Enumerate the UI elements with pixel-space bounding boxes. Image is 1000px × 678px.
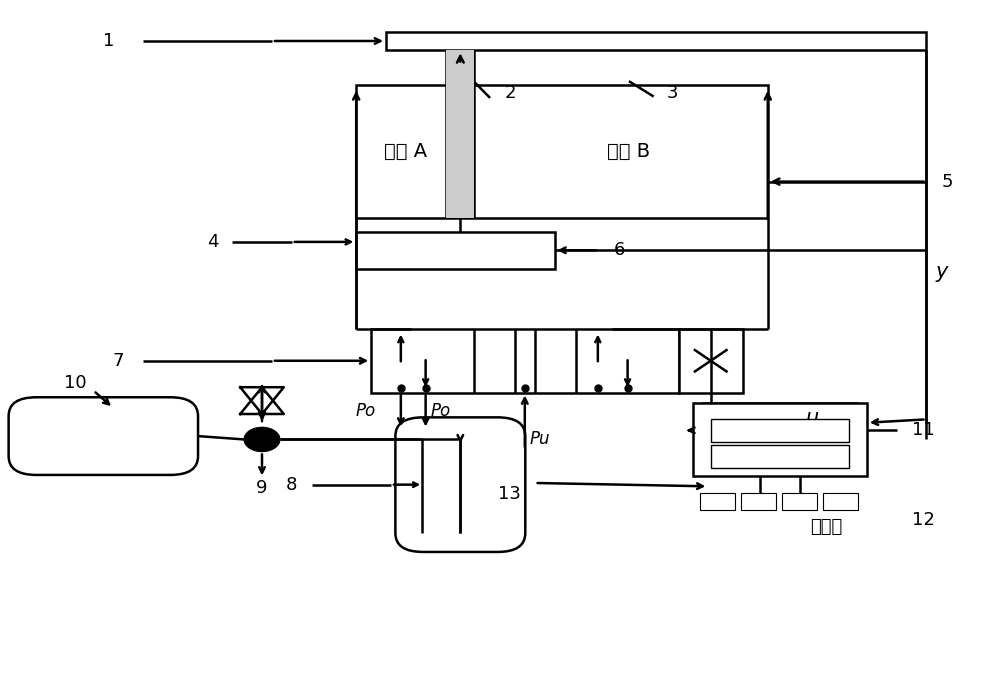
Text: 13: 13 [498, 485, 521, 503]
Text: 1: 1 [103, 32, 114, 50]
Bar [446, 85, 474, 218]
Bar [711, 445, 849, 468]
Text: u: u [806, 408, 819, 428]
Text: 9: 9 [256, 479, 268, 498]
Bar [679, 329, 743, 393]
Text: D/A: D/A [769, 424, 791, 437]
FancyBboxPatch shape [9, 397, 198, 475]
Text: 7: 7 [112, 352, 124, 370]
Text: 5: 5 [941, 173, 953, 191]
Text: 12: 12 [912, 511, 934, 529]
FancyBboxPatch shape [395, 418, 525, 552]
Bar [386, 32, 926, 50]
Bar [371, 329, 679, 393]
Bar [356, 232, 555, 268]
Text: Po: Po [431, 402, 451, 420]
Text: 11: 11 [912, 421, 934, 439]
Circle shape [244, 427, 280, 452]
Bar [711, 419, 849, 441]
Bar [703, 403, 857, 466]
Text: y: y [935, 262, 947, 282]
Text: Po: Po [356, 402, 376, 420]
Text: 4: 4 [207, 233, 218, 251]
Text: 3: 3 [667, 83, 678, 102]
Text: 气腔 A: 气腔 A [384, 142, 427, 161]
Bar [741, 493, 776, 510]
Bar [782, 493, 817, 510]
Text: Pu: Pu [530, 431, 550, 448]
Text: 2: 2 [505, 83, 516, 102]
Text: 6: 6 [614, 241, 625, 259]
Text: 气腔 B: 气腔 B [607, 142, 650, 161]
Text: 10: 10 [64, 374, 87, 391]
Text: 计算机: 计算机 [810, 517, 842, 536]
Bar [356, 85, 768, 218]
Text: A/D: A/D [769, 450, 791, 463]
Bar [700, 493, 735, 510]
Bar [446, 50, 474, 85]
Bar [823, 493, 858, 510]
Bar [693, 403, 867, 476]
Text: 8: 8 [286, 476, 297, 494]
